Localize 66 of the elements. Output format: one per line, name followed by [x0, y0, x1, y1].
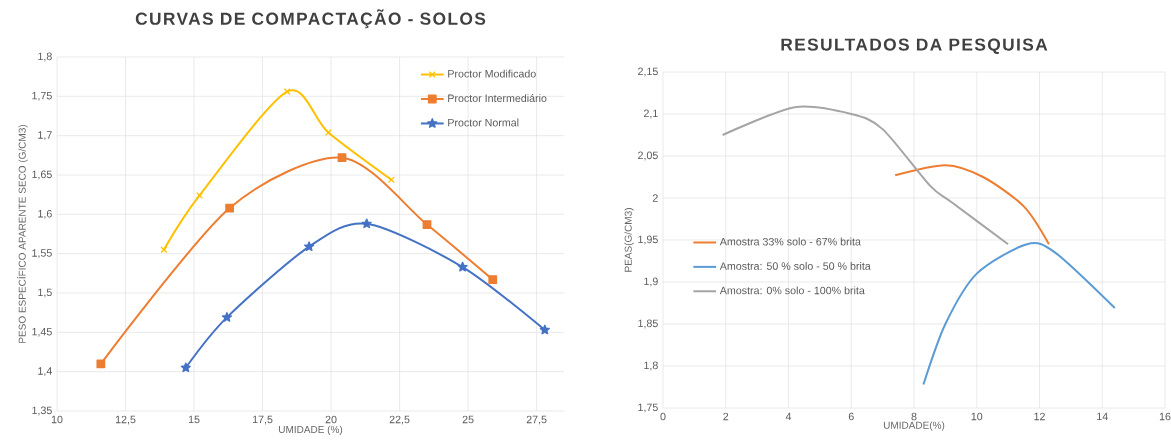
x-tick-label: 17,5 — [252, 415, 273, 425]
x-tick-label: 20 — [325, 415, 337, 424]
y-tick-label: 1,75 — [638, 403, 658, 413]
point — [422, 220, 432, 229]
x-tick-label: 25 — [462, 415, 474, 424]
point — [180, 362, 191, 373]
point — [221, 312, 233, 322]
legend-label: Proctor Modificado — [448, 69, 536, 78]
y-tick-label: 1,8 — [38, 52, 52, 62]
y-tick-label: 1,75 — [32, 91, 52, 101]
x-tick-label: 6 — [848, 412, 854, 421]
y-tick-label: 2 — [652, 194, 658, 202]
chart-title: RESULTADOS DA PESQUISA — [781, 38, 1048, 54]
point — [387, 176, 395, 184]
y-tick-label: 1,8 — [644, 361, 658, 371]
chart-title: CURVAS DE COMPACTAÇÃO - SOLOS — [135, 9, 486, 29]
legend-label: Amostra: 50 % solo - 50 % brita — [719, 262, 871, 270]
x-tick-label: 8 — [911, 412, 917, 421]
legend-label: Proctor Normal — [448, 118, 519, 127]
point — [304, 241, 315, 252]
point — [283, 88, 291, 96]
legend-label: Amostra 33% solo - 67% brita — [719, 237, 861, 246]
x-tick-label: 12 — [1034, 412, 1045, 421]
y-tick-label: 2,15 — [638, 67, 658, 77]
legend-label: Proctor Intermediário — [448, 94, 547, 103]
point — [96, 359, 106, 369]
x-axis-title: UMIDADE(%) — [883, 421, 945, 431]
y-tick-label: 1,55 — [32, 249, 52, 259]
point — [361, 218, 372, 229]
x-tick-label: 0 — [660, 412, 666, 421]
y-tick-label: 1,65 — [32, 170, 52, 180]
legend-label: Amostra: 0% solo - 100% brita — [719, 286, 865, 295]
x-tick-label: 16 — [1159, 412, 1171, 421]
x-axis-title: UMIDADE (%) — [279, 425, 343, 435]
y-tick-label: 1,45 — [32, 327, 52, 337]
x-tick-label: 22,5 — [389, 415, 410, 425]
x-tick-label: 15 — [188, 415, 200, 424]
y-axis-title: PESO ESPECÍFICO APARENTE SECO (G/CM3) — [16, 124, 28, 343]
x-tick-label: 2 — [723, 412, 729, 421]
y-axis-title: PEAS(G/CM3) — [624, 208, 634, 272]
y-tick-label: 1,7 — [38, 131, 52, 141]
line-series — [721, 105, 1010, 246]
point — [539, 324, 550, 335]
x-tick-label: 4 — [785, 412, 792, 421]
x-tick-label: 10 — [971, 412, 983, 421]
line-series — [894, 164, 1050, 246]
y-tick-label: 2,05 — [638, 151, 658, 161]
x-tick-label: 14 — [1097, 412, 1108, 421]
point — [225, 203, 235, 213]
point — [457, 261, 468, 272]
line-series — [922, 242, 1116, 386]
y-tick-label: 1,35 — [32, 406, 52, 416]
y-tick-label: 1,5 — [38, 288, 52, 298]
y-tick-label: 1,6 — [38, 209, 52, 219]
y-tick-label: 2,1 — [644, 109, 658, 119]
point — [337, 153, 347, 163]
point — [488, 275, 498, 285]
x-tick-label: 27,5 — [526, 415, 547, 425]
x-tick-label: 10 — [51, 415, 63, 424]
point — [160, 246, 168, 254]
x-tick-label: 12,5 — [115, 415, 136, 425]
y-tick-label: 1,85 — [638, 319, 658, 329]
y-tick-label: 1,4 — [38, 367, 52, 377]
point — [324, 129, 332, 137]
y-tick-label: 1,95 — [638, 235, 658, 245]
y-tick-label: 1,9 — [644, 277, 658, 287]
